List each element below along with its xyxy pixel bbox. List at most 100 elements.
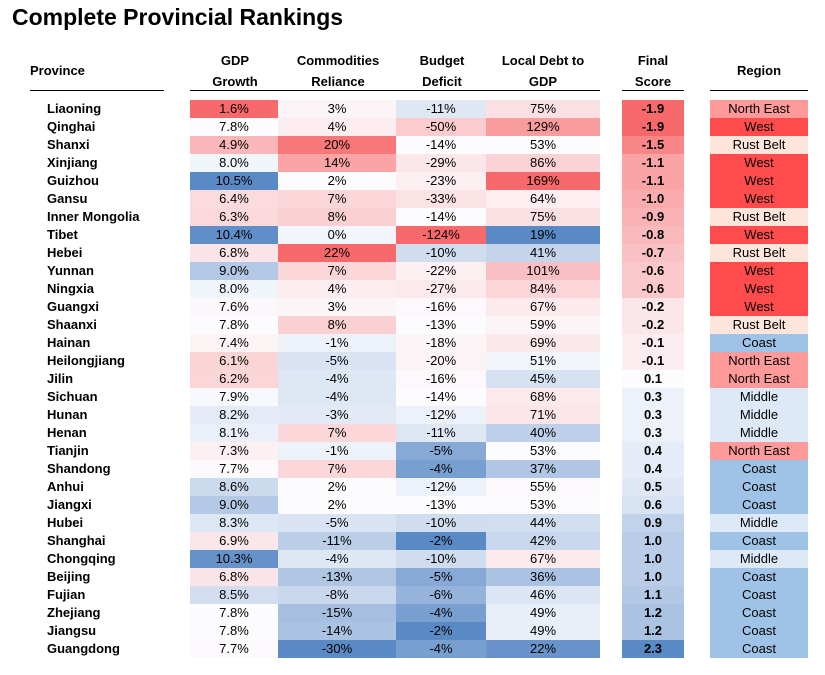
cell-debt: 75% [486, 208, 600, 226]
cell-debt: 84% [486, 280, 600, 298]
cell-score: -0.1 [622, 334, 684, 352]
cell-deficit: -33% [396, 190, 486, 208]
cell-commodities: -1% [278, 442, 396, 460]
cell-region: Coast [710, 568, 808, 586]
cell-gdp: 7.7% [190, 640, 278, 658]
cell-commodities: 14% [278, 154, 396, 172]
cell-gdp: 8.1% [190, 424, 278, 442]
table-row: Sichuan 7.9% -4% -14% 68% 0.3 Middle [0, 388, 825, 406]
cell-score: -1.9 [622, 118, 684, 136]
cell-region: North East [710, 370, 808, 388]
cell-deficit: -12% [396, 478, 486, 496]
header-commodities: Commodities Reliance [278, 50, 398, 92]
header-score-line2: Score [634, 74, 672, 89]
header-gdp-line1: GDP [220, 53, 250, 68]
cell-commodities: 4% [278, 118, 396, 136]
header-province-label: Province [30, 63, 85, 78]
cell-score: 1.1 [622, 586, 684, 604]
cell-debt: 46% [486, 586, 600, 604]
header-underline-region [710, 90, 808, 91]
cell-debt: 49% [486, 604, 600, 622]
cell-deficit: -14% [396, 388, 486, 406]
cell-debt: 42% [486, 532, 600, 550]
cell-region: Coast [710, 622, 808, 640]
cell-gdp: 10.4% [190, 226, 278, 244]
cell-score: 0.5 [622, 478, 684, 496]
cell-region: Coast [710, 586, 808, 604]
cell-commodities: 3% [278, 298, 396, 316]
header-debt-line1: Local Debt to [501, 53, 585, 68]
cell-debt: 44% [486, 514, 600, 532]
cell-gdp: 6.2% [190, 370, 278, 388]
province-name: Shanghai [47, 533, 106, 548]
cell-region: West [710, 280, 808, 298]
cell-debt: 69% [486, 334, 600, 352]
province-name: Henan [47, 425, 87, 440]
cell-region: Middle [710, 406, 808, 424]
province-name: Hainan [47, 335, 91, 350]
cell-debt: 71% [486, 406, 600, 424]
cell-commodities: -4% [278, 370, 396, 388]
cell-score: 1.0 [622, 532, 684, 550]
header-budget-deficit: Budget Deficit [396, 50, 488, 92]
header-local-debt: Local Debt to GDP [486, 50, 600, 92]
cell-score: -0.9 [622, 208, 684, 226]
cell-region: Middle [710, 424, 808, 442]
table-row: Tianjin 7.3% -1% -5% 53% 0.4 North East [0, 442, 825, 460]
province-name: Beijing [47, 569, 91, 584]
header-budget-line2: Deficit [422, 74, 462, 89]
table-row: Xinjiang 8.0% 14% -29% 86% -1.1 West [0, 154, 825, 172]
cell-deficit: -10% [396, 244, 486, 262]
cell-commodities: 4% [278, 280, 396, 298]
cell-debt: 64% [486, 190, 600, 208]
province-name: Gansu [47, 191, 88, 206]
cell-debt: 55% [486, 478, 600, 496]
header-underline-score [622, 90, 684, 91]
cell-debt: 53% [486, 136, 600, 154]
cell-gdp: 8.5% [190, 586, 278, 604]
cell-deficit: -4% [396, 604, 486, 622]
cell-debt: 67% [486, 298, 600, 316]
header-gdp-growth: GDP Growth [190, 50, 280, 92]
table-row: Liaoning 1.6% 3% -11% 75% -1.9 North East [0, 100, 825, 118]
cell-gdp: 6.8% [190, 568, 278, 586]
cell-commodities: 0% [278, 226, 396, 244]
table-row: Hebei 6.8% 22% -10% 41% -0.7 Rust Belt [0, 244, 825, 262]
table-row: Hunan 8.2% -3% -12% 71% 0.3 Middle [0, 406, 825, 424]
cell-commodities: -1% [278, 334, 396, 352]
cell-region: West [710, 262, 808, 280]
cell-debt: 169% [486, 172, 600, 190]
cell-region: Coast [710, 604, 808, 622]
cell-deficit: -13% [396, 496, 486, 514]
cell-score: -0.6 [622, 262, 684, 280]
header-underline-province [30, 90, 164, 91]
table-row: Jiangxi 9.0% 2% -13% 53% 0.6 Coast [0, 496, 825, 514]
cell-score: 1.2 [622, 604, 684, 622]
cell-region: West [710, 118, 808, 136]
cell-commodities: 2% [278, 478, 396, 496]
table-row: Guangxi 7.6% 3% -16% 67% -0.2 West [0, 298, 825, 316]
header-province: Province [30, 60, 105, 81]
cell-region: Rust Belt [710, 208, 808, 226]
table-row: Guizhou 10.5% 2% -23% 169% -1.1 West [0, 172, 825, 190]
cell-region: West [710, 298, 808, 316]
cell-region: Coast [710, 532, 808, 550]
cell-score: 0.1 [622, 370, 684, 388]
cell-debt: 53% [486, 442, 600, 460]
province-name: Tibet [47, 227, 78, 242]
province-name: Jiangxi [47, 497, 92, 512]
header-budget-line1: Budget [419, 53, 465, 68]
cell-commodities: -4% [278, 550, 396, 568]
cell-gdp: 7.8% [190, 316, 278, 334]
cell-gdp: 7.8% [190, 118, 278, 136]
cell-deficit: -2% [396, 622, 486, 640]
cell-score: 1.0 [622, 568, 684, 586]
cell-debt: 37% [486, 460, 600, 478]
cell-score: -0.8 [622, 226, 684, 244]
cell-gdp: 6.9% [190, 532, 278, 550]
cell-score: -1.0 [622, 190, 684, 208]
cell-debt: 59% [486, 316, 600, 334]
cell-deficit: -23% [396, 172, 486, 190]
cell-debt: 40% [486, 424, 600, 442]
cell-deficit: -27% [396, 280, 486, 298]
